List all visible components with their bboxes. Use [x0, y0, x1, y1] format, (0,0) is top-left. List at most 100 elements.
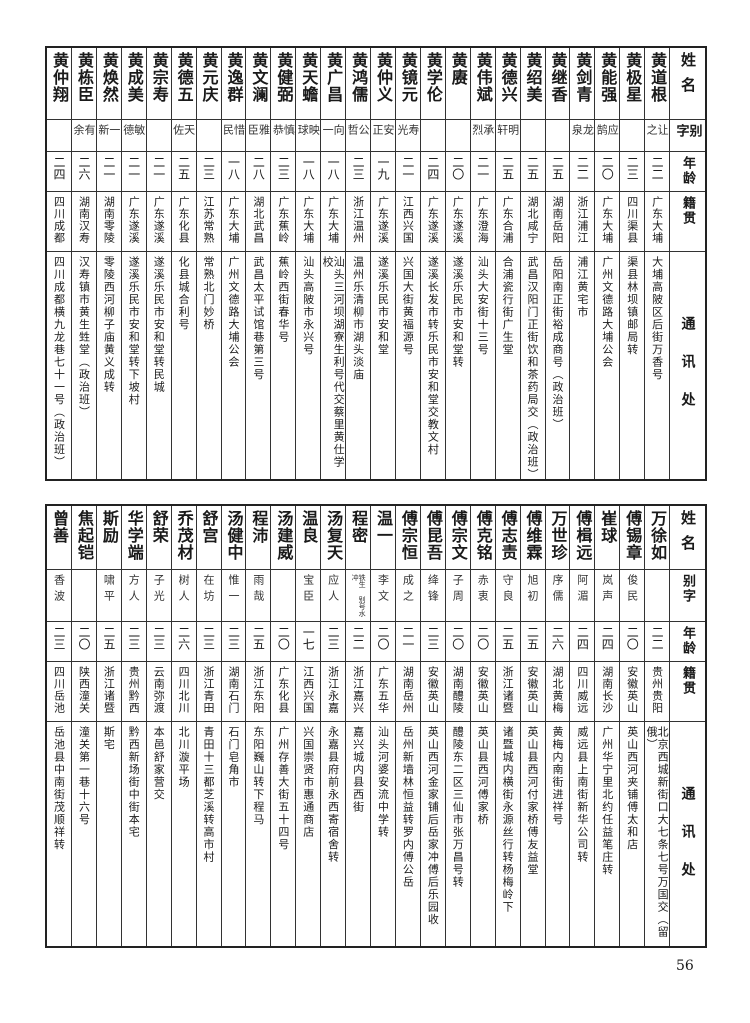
header-column: 姓名 别字 年龄 籍贯 通讯处 — [670, 506, 705, 946]
cell-origin: 广东大埔 — [296, 192, 321, 252]
person-origin: 浙江东阳 — [251, 666, 265, 714]
person-alias: 序儒 — [550, 574, 564, 606]
cell-alias: 啸平 — [96, 570, 121, 622]
person-entry: 黄伟斌 承烈 二一 广东澄海 汕头大安街十三号 — [470, 48, 496, 479]
cell-alias: 赤衷 — [470, 570, 495, 622]
cell-alias: 宝臣 — [296, 570, 321, 622]
cell-origin: 安徽英山 — [520, 662, 545, 722]
person-alias: 向一 — [321, 124, 346, 140]
person-entry: 温一 李文 二〇 广东五华 汕头河婆安流中学转 — [371, 506, 396, 946]
person-entry: 程沛 雨哉 二五 浙江东阳 东阳巍山转下程马 — [246, 506, 272, 946]
header-label-alias: 别字 — [680, 574, 696, 604]
person-alias: 啸平 — [102, 574, 116, 606]
cell-address: 北川漩平场 — [172, 722, 196, 946]
person-origin: 湖南汉寿 — [77, 196, 91, 244]
person-origin: 广东澄海 — [476, 196, 490, 244]
cell-address: 武昌汉阳门正街饮和茶药局交（政治班） — [521, 252, 545, 479]
cell-name: 崔球 — [595, 506, 620, 570]
person-alias: 守良 — [501, 574, 515, 606]
cell-name: 黄栋臣 — [71, 48, 96, 120]
cell-alias — [271, 570, 296, 622]
person-origin: 广东遂溪 — [451, 196, 465, 244]
person-name: 黄栋臣 — [74, 52, 94, 103]
cell-origin: 浙江温州 — [346, 192, 371, 252]
person-address: 汉寿镇市黄生甡堂（政治班） — [77, 256, 91, 419]
person-origin: 贵州贵阳 — [650, 666, 664, 714]
cell-age: 一九 — [371, 152, 395, 192]
cell-age: 二一 — [146, 152, 171, 192]
cell-age: 二五 — [246, 622, 271, 662]
cell-address: 威远县上南街新华公司转 — [570, 722, 594, 946]
person-origin: 湖南岳阳 — [550, 196, 564, 244]
cell-origin: 湖南零陵 — [96, 192, 121, 252]
person-address: 潼关第一巷十六号 — [77, 726, 91, 826]
person-age: 一八 — [226, 156, 241, 180]
person-name: 黄文澜 — [249, 52, 269, 103]
person-name: 温良 — [299, 510, 319, 544]
person-alias: 赤衷 — [476, 574, 490, 606]
cell-alias: 敏德 — [121, 120, 146, 152]
cell-alias: 惜民 — [221, 120, 246, 152]
person-address: 广州华宁里北约任益笔庄转 — [600, 726, 614, 876]
cell-name: 黄伟斌 — [470, 48, 495, 120]
person-age: 二二 — [351, 626, 366, 650]
cell-origin: 安徽英山 — [420, 662, 445, 722]
cell-age: 二〇 — [71, 622, 96, 662]
person-origin: 广东合浦 — [501, 196, 515, 244]
person-address: 常熟北门妙桥 — [202, 256, 216, 331]
cell-alias: 寿光 — [395, 120, 420, 152]
person-name: 万世珍 — [548, 510, 568, 561]
person-age: 二五 — [550, 156, 565, 180]
person-name: 傅楫远 — [573, 510, 593, 561]
cell-origin: 四川渠县 — [620, 192, 645, 252]
person-age: 二〇 — [475, 626, 490, 650]
cell-name: 黄焕然 — [96, 48, 121, 120]
cell-alias: 慎恭 — [271, 120, 296, 152]
cell-origin: 浙江东阳 — [246, 662, 271, 722]
person-address: 斯宅 — [102, 726, 116, 751]
cell-alias: 公哲 — [346, 120, 371, 152]
person-age: 二四 — [575, 626, 590, 650]
person-age: 二五 — [525, 156, 540, 180]
person-address: 遂溪乐民市安和堂转 — [451, 256, 465, 369]
person-alias: 雨哉 — [251, 574, 265, 606]
cell-origin: 浙江青田 — [196, 662, 221, 722]
person-alias: 雅臣 — [246, 124, 271, 140]
person-alias: 安正 — [371, 124, 395, 140]
cell-age: 二〇 — [595, 152, 620, 192]
cell-origin: 湖南岳州 — [395, 662, 420, 722]
person-age: 二四 — [425, 156, 440, 180]
cell-name: 万世珍 — [545, 506, 570, 570]
cell-address: 醴陵东二区三仙市张万昌号转 — [446, 722, 470, 946]
person-entry: 汤复天 应人 二三 浙江永嘉 永嘉县府前永西寄宿舍转 — [321, 506, 347, 946]
cell-origin: 广东遂溪 — [445, 192, 470, 252]
person-name: 傅昆吾 — [423, 510, 443, 561]
person-origin: 广东大埔 — [301, 196, 315, 244]
cell-name: 程沛 — [246, 506, 271, 570]
person-address: 零陵西河柳子庙黄义成转 — [102, 256, 116, 394]
cell-name: 万徐如 — [645, 506, 670, 570]
person-origin: 江西兴国 — [401, 196, 415, 244]
cell-alias — [47, 120, 71, 152]
person-origin: 安徽英山 — [526, 666, 540, 714]
person-origin: 浙江诸暨 — [102, 666, 116, 714]
person-alias: 应鹄 — [595, 124, 620, 140]
cell-name: 黄健弼 — [271, 48, 296, 120]
cell-origin: 浙江诸暨 — [495, 662, 520, 722]
cell-age: 二三 — [346, 152, 371, 192]
person-name: 傅志责 — [498, 510, 518, 561]
person-name: 黄伟斌 — [473, 52, 493, 103]
person-name: 傅克铭 — [473, 510, 493, 561]
person-entry: 曾善 香波 二三 四川岳池 岳池县中南街茂顺祥转 — [47, 506, 72, 946]
cell-name: 温良 — [296, 506, 321, 570]
person-origin: 浙江温州 — [351, 196, 365, 244]
person-address: 黔西新场街中街本宅 — [127, 726, 141, 839]
cell-origin: 广东合浦 — [495, 192, 520, 252]
cell-age: 二三 — [221, 622, 246, 662]
person-entry: 黄文澜 雅臣 二八 湖北武昌 武昌太平试馆巷第三号 — [246, 48, 272, 479]
person-age: 二三 — [425, 626, 440, 650]
person-address: 武昌太平试馆巷第三号 — [251, 256, 265, 381]
cell-age: 二八 — [246, 152, 271, 192]
cell-age: 二二 — [570, 152, 595, 192]
person-origin: 湖南零陵 — [102, 196, 116, 244]
